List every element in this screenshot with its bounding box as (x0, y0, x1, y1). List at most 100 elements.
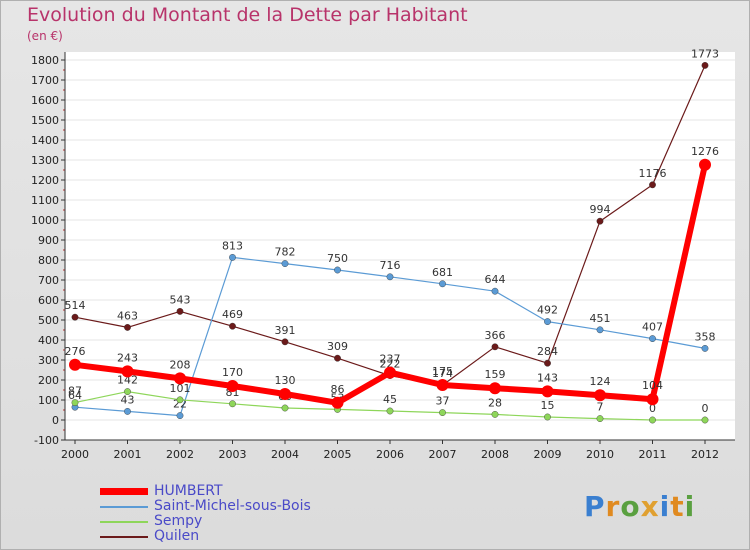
data-label-saint-michel-sous-bois: 22 (173, 398, 187, 411)
data-point-quilen (124, 323, 131, 331)
legend-label-humbert: HUMBERT (154, 483, 223, 499)
data-label-quilen: 463 (117, 309, 138, 322)
data-label-sempy: 15 (541, 399, 555, 412)
data-label-humbert: 1276 (691, 145, 719, 158)
data-point-saint-michel-sous-bois (649, 335, 656, 342)
data-label-humbert: 143 (537, 371, 558, 384)
data-label-quilen: 994 (590, 203, 611, 216)
y-tick-label: 100 (38, 394, 59, 407)
x-tick-label: 2009 (534, 448, 562, 461)
data-point-sempy (229, 400, 236, 408)
data-label-saint-michel-sous-bois: 813 (222, 239, 243, 252)
data-point-humbert (489, 382, 501, 395)
chart-title: Evolution du Montant de la Dette par Hab… (27, 4, 468, 26)
data-label-quilen: 469 (222, 308, 243, 321)
data-point-sempy (281, 404, 289, 412)
data-point-humbert (384, 366, 396, 379)
data-label-saint-michel-sous-bois: 451 (590, 312, 611, 325)
data-point-saint-michel-sous-bois (176, 412, 184, 419)
data-label-quilen: 366 (485, 329, 506, 342)
data-label-saint-michel-sous-bois: 43 (121, 393, 135, 406)
data-label-sempy: 45 (383, 393, 397, 406)
data-point-sempy (71, 399, 79, 406)
x-tick-label: 2002 (166, 448, 194, 461)
data-point-sempy (544, 413, 551, 421)
data-label-quilen: 543 (170, 293, 191, 306)
x-tick-label: 2008 (481, 448, 509, 461)
y-tick-label: 1400 (31, 134, 59, 147)
logo-letter: i (684, 490, 696, 523)
logo-letter: t (670, 490, 685, 523)
y-tick-label: 500 (38, 314, 59, 327)
data-label-saint-michel-sous-bois: 681 (432, 266, 453, 279)
chart-subtitle: (en €) (27, 29, 63, 43)
data-label-humbert: 130 (275, 374, 296, 387)
data-point-quilen (229, 322, 236, 330)
data-point-humbert (121, 365, 134, 378)
y-tick-label: -100 (34, 434, 59, 447)
logo-letter: r (605, 490, 621, 523)
logo-letter: i (659, 490, 671, 523)
data-label-humbert: 237 (380, 353, 401, 366)
data-point-humbert (331, 396, 344, 409)
data-point-humbert (699, 158, 711, 171)
data-point-sempy (124, 388, 131, 395)
logo-letter: x (640, 490, 660, 523)
data-label-saint-michel-sous-bois: 358 (695, 330, 716, 343)
data-point-saint-michel-sous-bois (544, 318, 551, 325)
data-label-humbert: 159 (485, 368, 506, 381)
data-label-saint-michel-sous-bois: 492 (537, 304, 558, 317)
data-label-sempy: 37 (436, 395, 450, 408)
y-tick-label: 1300 (31, 154, 59, 167)
x-tick-label: 2006 (376, 448, 404, 461)
data-label-humbert: 276 (65, 345, 86, 358)
x-tick-label: 2012 (691, 448, 719, 461)
x-tick-label: 2004 (271, 448, 299, 461)
y-tick-label: 1500 (31, 114, 59, 127)
y-tick-label: 1700 (31, 74, 59, 87)
data-label-saint-michel-sous-bois: 716 (380, 259, 401, 272)
data-point-saint-michel-sous-bois (701, 344, 709, 352)
data-point-humbert (541, 385, 554, 398)
y-tick-label: 0 (52, 414, 59, 427)
y-tick-label: 400 (38, 334, 59, 347)
data-point-sempy (176, 396, 184, 404)
data-label-sempy: 28 (488, 396, 502, 409)
data-point-sempy (596, 415, 604, 422)
legend-swatch-saint-michel-sous-bois (100, 506, 148, 508)
data-label-quilen: 1773 (691, 47, 719, 60)
data-point-humbert (436, 379, 449, 391)
data-label-saint-michel-sous-bois: 750 (327, 252, 348, 265)
legend-swatch-humbert (100, 488, 148, 495)
y-tick-label: 700 (38, 274, 59, 287)
data-point-sempy (649, 416, 656, 424)
legend-label-sempy: Sempy (154, 513, 203, 529)
data-point-humbert (279, 388, 291, 400)
legend-swatch-sempy (100, 521, 148, 523)
logo-letter: o (620, 490, 641, 523)
x-tick-label: 2005 (324, 448, 352, 461)
data-label-humbert: 170 (222, 366, 243, 379)
legend-label-quilen: Quilen (154, 528, 200, 544)
data-point-humbert (226, 380, 239, 392)
y-tick-label: 1800 (31, 54, 59, 67)
data-label-sempy: 101 (170, 382, 191, 395)
y-tick-label: 1200 (31, 174, 59, 187)
data-point-saint-michel-sous-bois (596, 326, 604, 334)
data-label-quilen: 309 (327, 340, 348, 353)
data-point-sempy (386, 407, 394, 415)
data-point-saint-michel-sous-bois (124, 407, 131, 415)
x-tick-label: 2011 (639, 448, 667, 461)
data-label-quilen: 391 (275, 324, 296, 337)
data-label-sempy: 7 (597, 401, 604, 414)
data-point-quilen (544, 359, 551, 367)
x-tick-label: 2001 (114, 448, 142, 461)
data-point-humbert (69, 358, 81, 371)
data-label-saint-michel-sous-bois: 407 (642, 321, 663, 334)
data-label-sempy: 142 (117, 374, 138, 387)
proxiti-logo: Proxiti (584, 490, 695, 523)
y-tick-label: 1100 (31, 194, 59, 207)
x-tick-label: 2003 (219, 448, 247, 461)
x-tick-label: 2010 (586, 448, 614, 461)
data-label-humbert: 104 (642, 379, 663, 392)
